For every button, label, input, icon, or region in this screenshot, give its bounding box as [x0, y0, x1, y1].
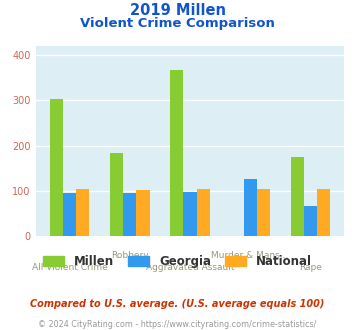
Text: Compared to U.S. average. (U.S. average equals 100): Compared to U.S. average. (U.S. average … — [30, 299, 325, 309]
Bar — [197, 189, 210, 236]
Bar — [257, 189, 270, 236]
Text: 2019 Millen: 2019 Millen — [130, 3, 225, 18]
Bar — [244, 179, 257, 236]
Text: Violent Crime Comparison: Violent Crime Comparison — [80, 16, 275, 29]
Bar — [136, 190, 149, 236]
Text: Murder & Mans...: Murder & Mans... — [212, 251, 289, 260]
Bar — [304, 206, 317, 236]
Text: Robbery: Robbery — [111, 251, 148, 260]
Bar — [183, 192, 197, 236]
Text: All Violent Crime: All Violent Crime — [32, 263, 107, 273]
Bar — [290, 157, 304, 236]
Text: Rape: Rape — [299, 263, 322, 273]
Bar — [63, 193, 76, 236]
Bar — [317, 189, 330, 236]
Bar — [170, 70, 183, 236]
Bar — [50, 99, 63, 236]
Legend: Millen, Georgia, National: Millen, Georgia, National — [38, 250, 317, 273]
Bar — [110, 153, 123, 236]
Text: Aggravated Assault: Aggravated Assault — [146, 263, 234, 273]
Text: © 2024 CityRating.com - https://www.cityrating.com/crime-statistics/: © 2024 CityRating.com - https://www.city… — [38, 320, 317, 329]
Bar — [123, 193, 136, 236]
Bar — [76, 189, 89, 236]
